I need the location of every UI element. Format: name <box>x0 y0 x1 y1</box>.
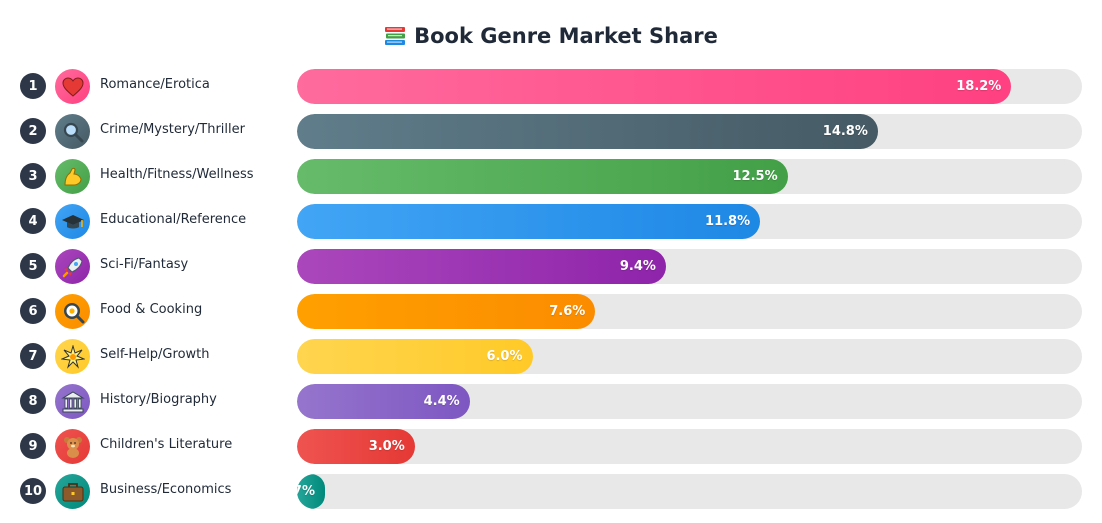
category-label: Food & Cooking <box>100 302 203 317</box>
rank-badge: 8 <box>20 388 46 414</box>
bar: 4.4% <box>297 384 470 419</box>
category-label: Educational/Reference <box>100 212 247 227</box>
chart-title: Book Genre Market Share <box>0 20 1102 52</box>
category-label: Crime/Mystery/Thriller <box>100 122 245 137</box>
bar-track: 9.4% <box>297 249 1082 284</box>
data-label: 18.2% <box>956 79 1002 94</box>
teddy-bear-icon <box>55 429 90 464</box>
flexed-arm-icon <box>55 159 90 194</box>
bar: 3.0% <box>297 429 415 464</box>
bar: 18.2% <box>297 69 1012 104</box>
bar-track: 4.4% <box>297 384 1082 419</box>
bar-row: 8 History/Biography 4.4% <box>0 379 1102 424</box>
chart-title-text: Book Genre Market Share <box>414 24 718 48</box>
data-label: 6.0% <box>486 349 523 364</box>
books-icon <box>384 25 406 47</box>
bar-track: 11.8% <box>297 204 1082 239</box>
sparkle-burst-icon <box>55 339 90 374</box>
bar-row: 5 Sci-Fi/Fantasy 9.4% <box>0 244 1102 289</box>
bar: 7.6% <box>297 294 596 329</box>
briefcase-icon <box>55 474 90 509</box>
bar: 12.5% <box>297 159 788 194</box>
bar-row: 9 Children's Literature 3.0% <box>0 424 1102 469</box>
rank-badge: 6 <box>20 298 46 324</box>
bar: 14.8% <box>297 114 878 149</box>
bar-track: 7.6% <box>297 294 1082 329</box>
data-label: 7.6% <box>549 304 586 319</box>
rank-badge: 3 <box>20 163 46 189</box>
data-label: 0.7% <box>297 484 315 499</box>
rank-badge: 7 <box>20 343 46 369</box>
bar-track: 3.0% <box>297 429 1082 464</box>
bar-row: 10 Business/Economics 0.7% <box>0 469 1102 514</box>
data-label: 12.5% <box>732 169 778 184</box>
rank-badge: 9 <box>20 433 46 459</box>
rank-badge: 10 <box>20 478 46 504</box>
bar: 6.0% <box>297 339 533 374</box>
rank-badge: 1 <box>20 73 46 99</box>
category-label: History/Biography <box>100 392 217 407</box>
classical-building-icon <box>55 384 90 419</box>
pan-egg-icon <box>55 294 90 329</box>
bar-row: 6 Food & Cooking 7.6% <box>0 289 1102 334</box>
category-label: Self-Help/Growth <box>100 347 210 362</box>
data-label: 4.4% <box>423 394 460 409</box>
category-label: Sci-Fi/Fantasy <box>100 257 189 272</box>
bar-track: 18.2% <box>297 69 1082 104</box>
bar-row: 1 Romance/Erotica 18.2% <box>0 64 1102 109</box>
category-label: Romance/Erotica <box>100 77 210 92</box>
rank-badge: 2 <box>20 118 46 144</box>
bar-row: 2 Crime/Mystery/Thriller 14.8% <box>0 109 1102 154</box>
data-label: 14.8% <box>822 124 868 139</box>
bar-track: 6.0% <box>297 339 1082 374</box>
rocket-icon <box>55 249 90 284</box>
graduation-cap-icon <box>55 204 90 239</box>
data-label: 9.4% <box>619 259 656 274</box>
category-label: Children's Literature <box>100 437 233 452</box>
bar: 9.4% <box>297 249 666 284</box>
bar-track: 14.8% <box>297 114 1082 149</box>
rank-badge: 5 <box>20 253 46 279</box>
bar-row: 4 Educational/Reference 11.8% <box>0 199 1102 244</box>
category-label: Health/Fitness/Wellness <box>100 167 254 182</box>
category-label: Business/Economics <box>100 482 232 497</box>
data-label: 3.0% <box>368 439 405 454</box>
magnifying-glass-icon <box>55 114 90 149</box>
bar-row: 3 Health/Fitness/Wellness 12.5% <box>0 154 1102 199</box>
rank-badge: 4 <box>20 208 46 234</box>
bar: 11.8% <box>297 204 761 239</box>
bar-track: 12.5% <box>297 159 1082 194</box>
heart-icon <box>55 69 90 104</box>
bar-row: 7 Self-Help/Growth 6.0% <box>0 334 1102 379</box>
data-label: 11.8% <box>705 214 751 229</box>
bar: 0.7% <box>297 474 325 509</box>
bar-track: 0.7% <box>297 474 1082 509</box>
